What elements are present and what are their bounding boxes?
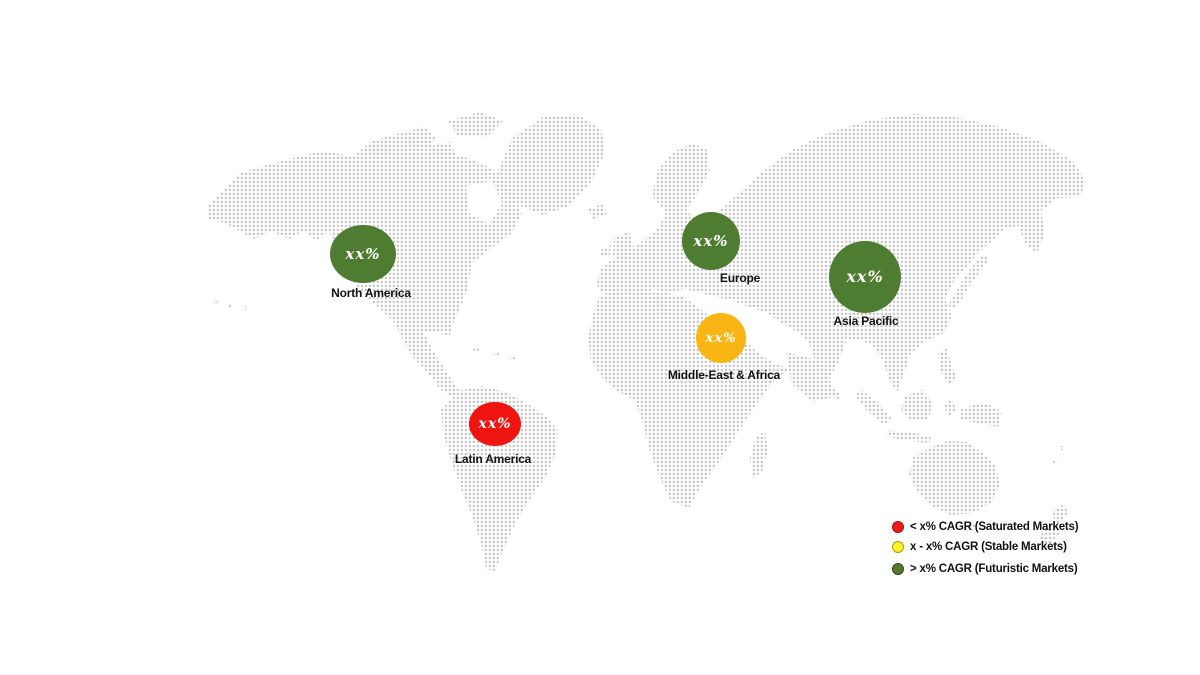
landmass-sulawesi — [944, 398, 956, 418]
region-value: xx% — [478, 416, 512, 432]
region-value: xx% — [705, 330, 737, 346]
region-value: xx% — [693, 231, 729, 250]
legend-item-futuristic: > x% CAGR (Futuristic Markets) — [892, 562, 1078, 576]
region-label-north-america: North America — [331, 286, 411, 300]
region-label-middle-east-africa: Middle-East & Africa — [667, 368, 781, 382]
landmass-new-zealand — [1039, 504, 1069, 545]
legend-dot-stable — [892, 541, 904, 553]
legend-item-stable: x - x% CAGR (Stable Markets) — [892, 540, 1078, 554]
region-bubble-north-america: xx% — [330, 225, 396, 283]
landmass-new-guinea — [959, 402, 1002, 427]
landmass-caribbean — [473, 346, 481, 352]
region-bubble-middle-east-africa: xx% — [696, 313, 746, 363]
landmass-madagascar — [750, 432, 768, 478]
landmass-arctic-islands — [364, 112, 503, 159]
landmass-sri-lanka — [833, 392, 841, 400]
region-value: xx% — [846, 267, 884, 286]
region-bubble-europe: xx% — [682, 212, 740, 270]
legend-label: < x% CAGR (Saturated Markets) — [910, 521, 1079, 533]
landmass-ireland — [600, 245, 611, 257]
landmass-java — [886, 430, 931, 443]
region-bubble-latin-america: xx% — [469, 402, 521, 446]
region-label-asia-pacific: Asia Pacific — [833, 314, 899, 328]
landmass-australia — [909, 441, 1000, 515]
legend-label: > x% CAGR (Futuristic Markets) — [910, 563, 1078, 575]
landmass-greenland — [497, 114, 605, 215]
region-label-europe: Europe — [719, 271, 761, 285]
landmass-japan — [948, 254, 989, 309]
landmass-africa — [588, 289, 789, 508]
legend-label: x - x% CAGR (Stable Markets) — [910, 541, 1067, 553]
landmass-sumatra — [855, 389, 892, 425]
region-label-latin-america: Latin America — [454, 452, 532, 466]
landmass-tasmania — [967, 522, 975, 530]
landmass-borneo — [901, 390, 934, 421]
legend-item-saturated: < x% CAGR (Saturated Markets) — [892, 520, 1079, 534]
landmass-arabia — [786, 352, 838, 402]
cagr-legend: < x% CAGR (Saturated Markets) x - x% CAGR… — [892, 520, 1079, 582]
landmass-iceland — [588, 204, 607, 219]
region-bubble-asia-pacific: xx% — [829, 241, 901, 313]
legend-dot-futuristic — [892, 563, 904, 575]
landmass-philippines — [938, 348, 957, 385]
region-value: xx% — [345, 244, 381, 263]
legend-dot-saturated — [892, 521, 904, 533]
